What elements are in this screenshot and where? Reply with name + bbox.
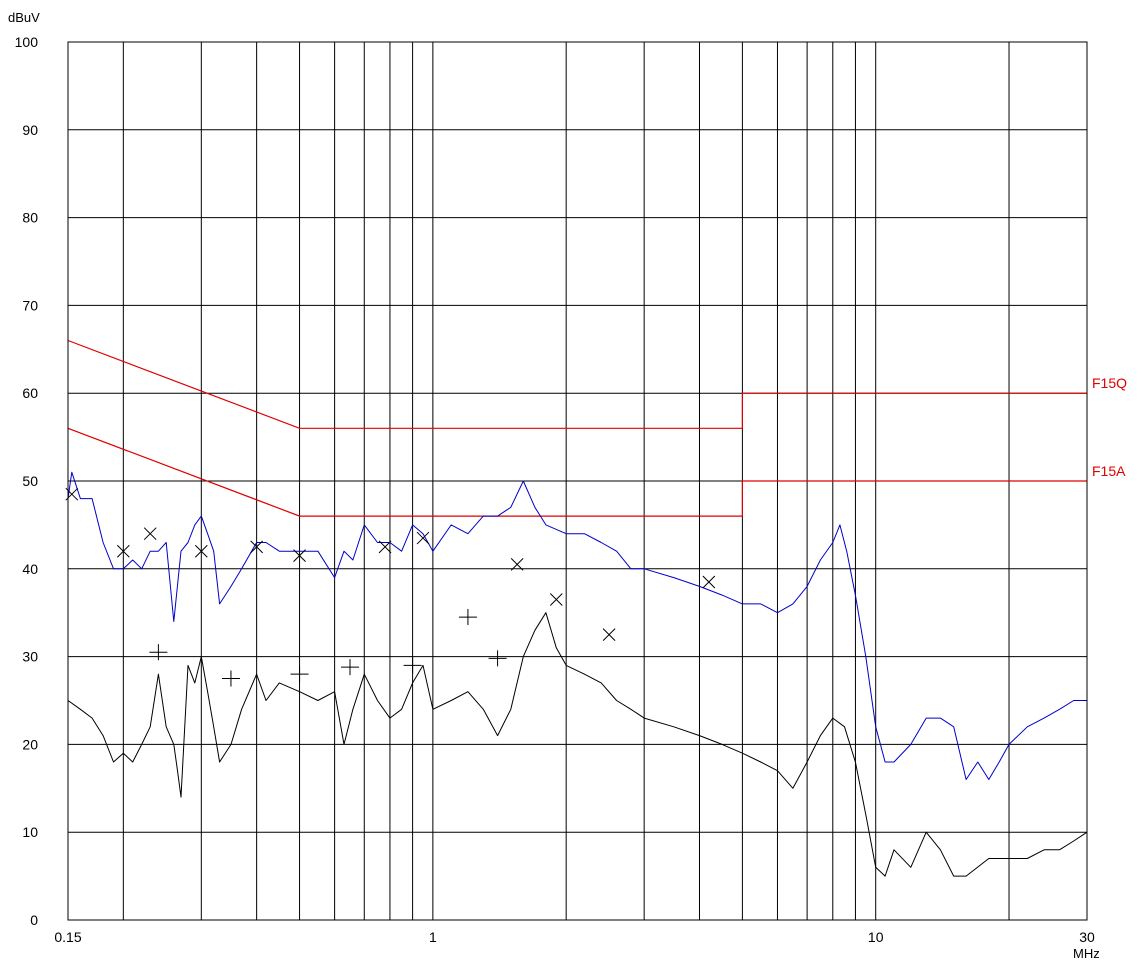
peak-markers: [65, 487, 716, 687]
limit-lines: F15Q F15A: [67, 339, 1127, 517]
tick-labels: 0 10 20 30 40 50 60 70 80 90 100 0.15 1 10 30: [15, 34, 1095, 945]
limit-line-f15a: [67, 427, 1087, 517]
y-axis-unit-label: dBuV: [8, 10, 40, 25]
x-marker: [116, 544, 130, 558]
y-tick-label: 70: [22, 297, 38, 313]
trace-black: [67, 612, 1088, 877]
x-marker: [293, 549, 306, 562]
plot-frame: [67, 41, 1088, 921]
x-axis-unit-label: MHz: [1073, 946, 1100, 961]
y-tick-label: 40: [22, 561, 38, 577]
plus-marker: [149, 644, 168, 661]
x-marker: [194, 544, 208, 558]
x-marker: [143, 527, 157, 541]
plus-marker: [341, 659, 360, 676]
x-tick-label: 1: [429, 929, 437, 945]
y-tick-label: 100: [15, 34, 39, 50]
plus-marker: [458, 609, 477, 626]
measurement-traces: [67, 471, 1088, 877]
x-marker: [602, 628, 616, 642]
y-tick-label: 50: [22, 473, 38, 489]
y-tick-label: 80: [22, 210, 38, 226]
x-marker: [510, 558, 524, 571]
y-tick-label: 20: [22, 736, 38, 752]
y-tick-label: 30: [22, 649, 38, 665]
y-tick-label: 10: [22, 824, 38, 840]
trace-blue: [67, 471, 1087, 780]
limit-label-f15q: F15Q: [1092, 375, 1127, 391]
plus-marker: [403, 657, 422, 674]
x-marker: [250, 540, 263, 554]
y-tick-label: 0: [30, 912, 38, 928]
x-tick-label: 0.15: [54, 929, 81, 945]
plus-marker: [221, 670, 240, 687]
plus-marker: [290, 666, 309, 683]
x-tick-label: 10: [868, 929, 884, 945]
limit-label-f15a: F15A: [1092, 463, 1126, 479]
plus-marker: [488, 650, 507, 667]
limit-line-f15q: [67, 339, 1087, 429]
x-marker: [549, 593, 563, 606]
y-tick-label: 90: [22, 122, 38, 138]
y-tick-label: 60: [22, 385, 38, 401]
x-tick-label: 30: [1079, 929, 1095, 945]
x-marker: [416, 531, 430, 545]
x-marker: [702, 575, 716, 589]
x-marker: [378, 540, 392, 554]
